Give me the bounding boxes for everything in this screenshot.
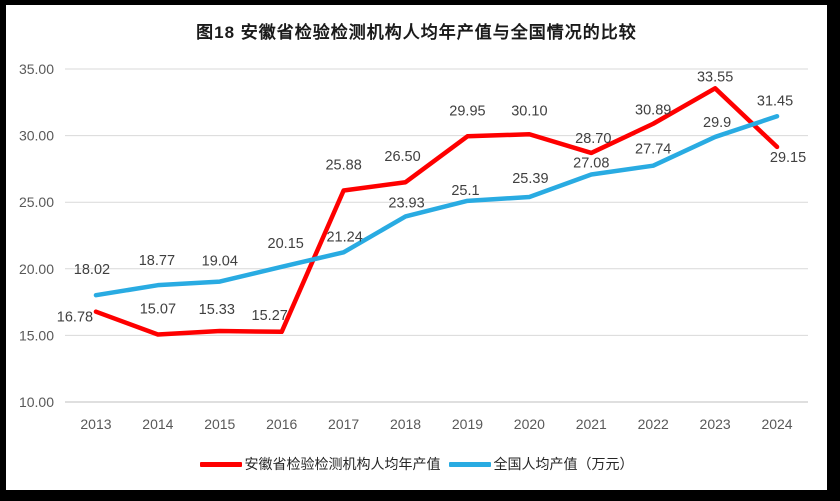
- y-axis-tick-label: 15.00: [19, 327, 54, 343]
- y-axis-tick-label: 35.00: [19, 61, 54, 77]
- y-axis-tick-label: 30.00: [19, 128, 54, 144]
- y-axis-tick-label: 10.00: [19, 394, 54, 410]
- data-label: 15.07: [140, 301, 176, 317]
- x-axis-tick-label: 2015: [204, 416, 235, 432]
- x-axis-tick-label: 2017: [328, 416, 359, 432]
- data-label: 16.78: [57, 310, 93, 326]
- x-axis-tick-label: 2013: [80, 416, 111, 432]
- x-axis-tick-label: 2019: [452, 416, 483, 432]
- legend-item-national: 全国人均产值（万元）: [448, 454, 634, 474]
- data-label: 18.77: [139, 253, 175, 269]
- line-chart: 10.00 15.00 20.00 25.00 30.00 35.00 2013 2014 20…: [19, 61, 808, 432]
- data-label: 30.89: [635, 103, 671, 119]
- data-label: 29.15: [770, 150, 806, 166]
- y-axis-tick-label: 20.00: [19, 261, 54, 277]
- x-axis-tick-label: 2016: [266, 416, 297, 432]
- legend-label-national: 全国人均产值（万元）: [493, 456, 634, 472]
- series-line-anhui: [93, 86, 780, 337]
- series-line-national: [93, 114, 780, 298]
- legend-swatch-anhui: [199, 461, 242, 467]
- data-label: 18.02: [74, 262, 110, 278]
- chart-title: 图18 安徽省检验检测机构人均年产值与全国情况的比较: [196, 23, 637, 42]
- x-axis-tick-label: 2024: [761, 416, 792, 432]
- data-label: 29.9: [703, 115, 731, 131]
- data-label: 15.27: [252, 308, 288, 324]
- legend-swatch-national: [448, 461, 491, 467]
- data-label: 30.10: [511, 103, 547, 119]
- data-label: 26.50: [384, 149, 420, 165]
- y-axis-tick-label: 25.00: [19, 194, 54, 210]
- x-axis-tick-label: 2018: [390, 416, 421, 432]
- legend-label-anhui: 安徽省检验检测机构人均年产值: [244, 456, 441, 472]
- legend: 安徽省检验检测机构人均年产值 全国人均产值（万元）: [6, 454, 827, 474]
- data-label: 33.55: [697, 69, 733, 85]
- data-label: 21.24: [326, 229, 362, 245]
- data-label: 25.39: [512, 171, 548, 187]
- data-label: 15.33: [199, 302, 235, 318]
- data-label: 29.95: [449, 103, 485, 119]
- chart-frame: 图18 安徽省检验检测机构人均年产值与全国情况的比较 10.00 15.00 20.…: [6, 5, 827, 490]
- data-label: 19.04: [202, 254, 238, 270]
- x-axis-tick-label: 2022: [638, 416, 669, 432]
- data-label: 25.88: [325, 157, 361, 173]
- data-label: 28.70: [575, 131, 611, 147]
- legend-item-anhui: 安徽省检验检测机构人均年产值: [199, 454, 441, 474]
- x-axis-tick-label: 2021: [576, 416, 607, 432]
- data-label: 23.93: [388, 195, 424, 211]
- data-label: 27.08: [573, 155, 609, 171]
- data-label: 27.74: [635, 142, 671, 158]
- x-axis-tick-label: 2023: [700, 416, 731, 432]
- data-label: 31.45: [757, 93, 793, 109]
- x-axis-tick-label: 2014: [142, 416, 173, 432]
- x-axis-tick-label: 2020: [514, 416, 545, 432]
- data-label: 25.1: [451, 183, 479, 199]
- data-label: 20.15: [268, 236, 304, 252]
